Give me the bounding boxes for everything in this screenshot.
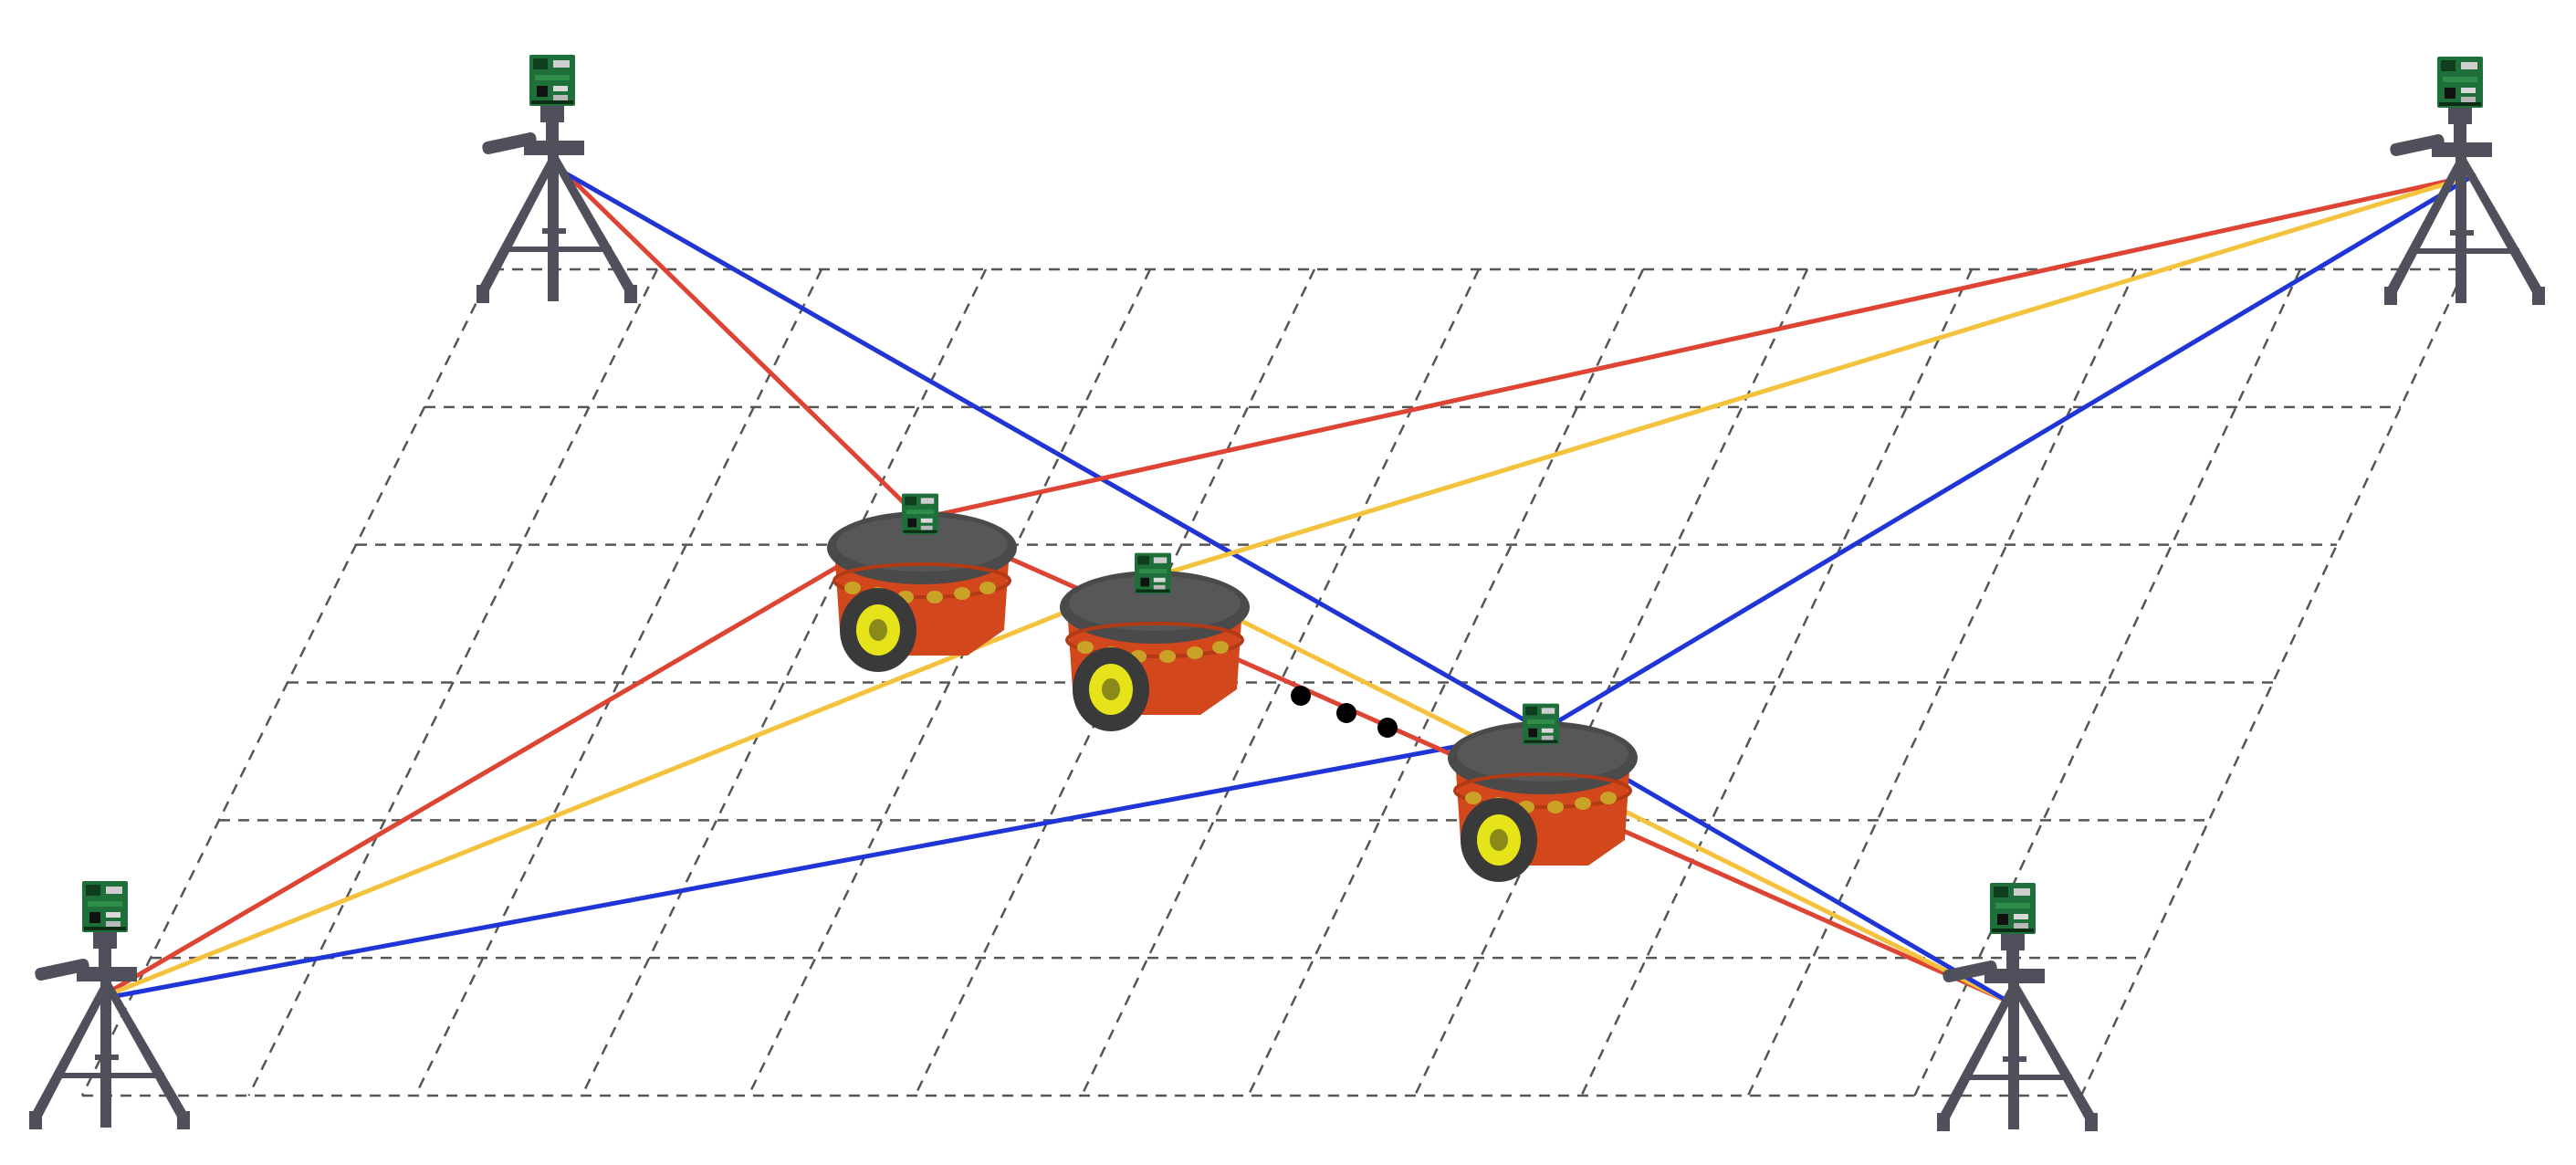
link-blue-anchor-top-left-to-robot-3: [563, 171, 1545, 733]
anchor-top-left: [476, 55, 637, 303]
robot-2: [1060, 553, 1250, 731]
trajectory-ellipsis: [1291, 686, 1398, 738]
ellipsis-dot: [1377, 718, 1398, 738]
anchor-top-right: [2384, 57, 2545, 305]
ellipsis-dot: [1336, 703, 1356, 723]
anchor-bottom-left: [29, 881, 190, 1129]
ranging-links: [93, 171, 2477, 1004]
anchors: [29, 55, 2545, 1131]
link-blue-anchor-top-right-to-robot-3: [1540, 173, 2477, 733]
robot-3: [1448, 704, 1638, 882]
ellipsis-dot: [1291, 686, 1311, 706]
link-red-anchor-bottom-left-to-robot-1: [93, 516, 923, 1002]
link-yellow-anchor-top-right-to-robot-2: [1150, 173, 2477, 580]
link-red-anchor-top-left-to-robot-1: [563, 171, 923, 521]
link-yellow-anchor-bottom-left-to-robot-2: [93, 574, 1156, 1002]
anchor-bottom-right: [1937, 883, 2098, 1131]
floor-grid: [80, 268, 2466, 1097]
link-blue-anchor-bottom-left-to-robot-3: [93, 728, 1545, 1002]
grid-column-line: [414, 268, 823, 1097]
grid-column-line: [80, 268, 495, 1097]
link-red-anchor-top-right-to-robot-1: [917, 173, 2477, 521]
